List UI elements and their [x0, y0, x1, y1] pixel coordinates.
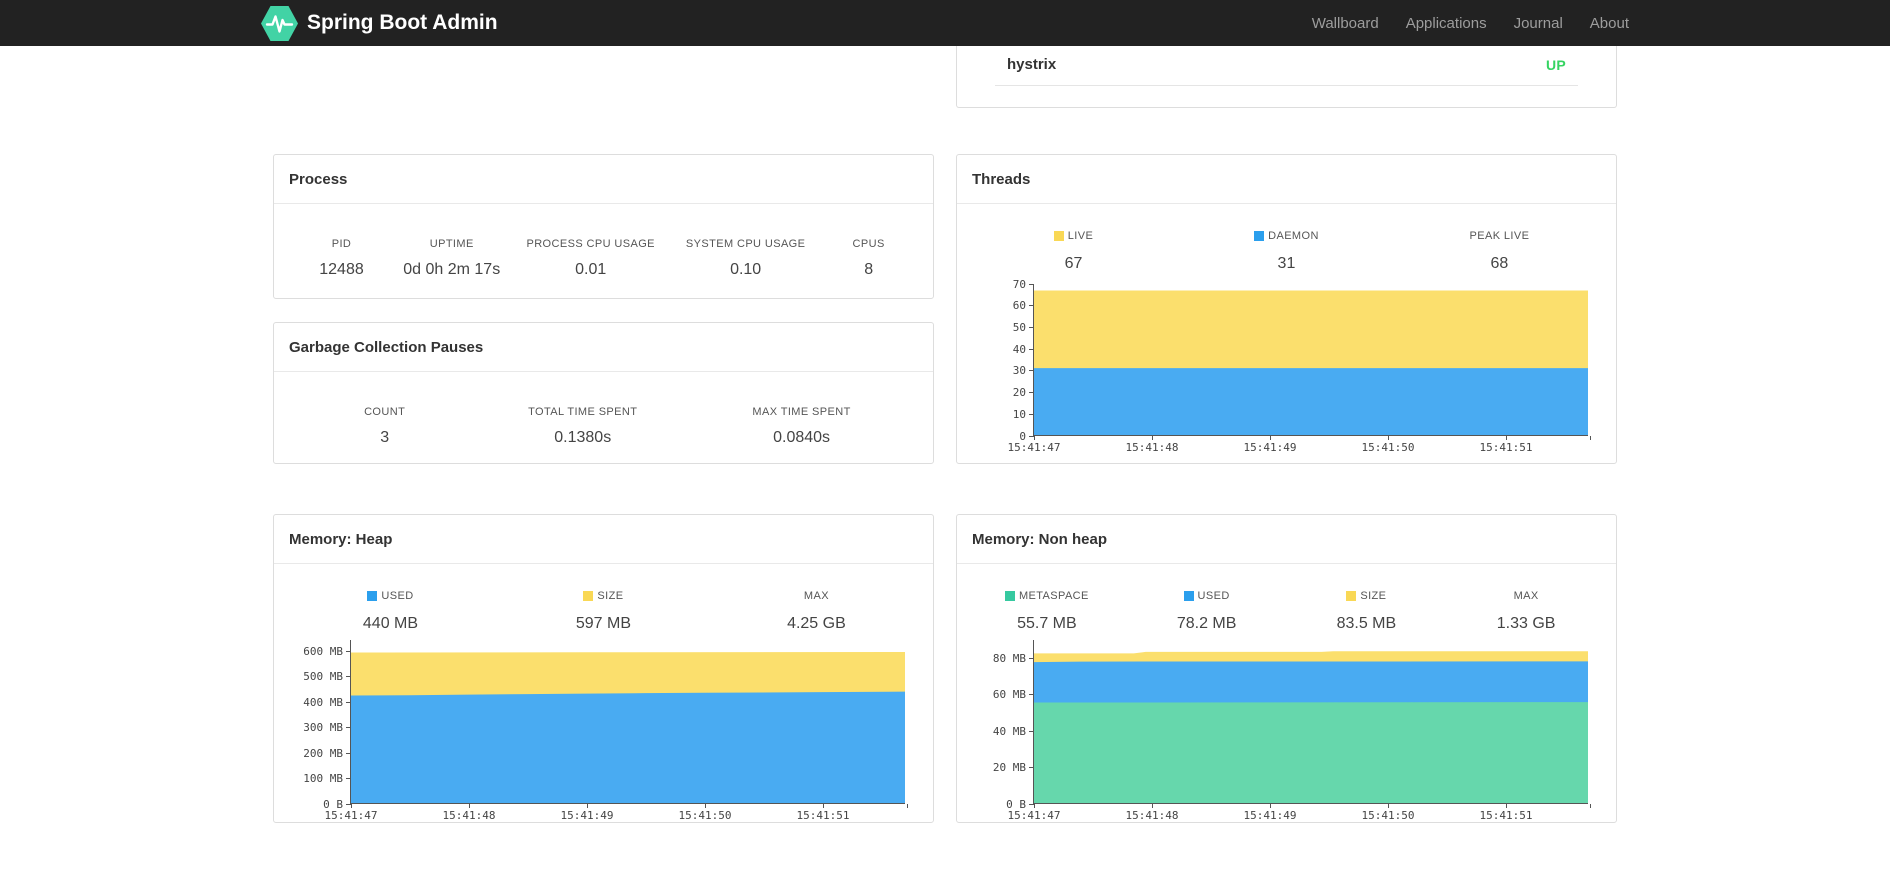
metric-system-cpu: SYSTEM CPU USAGE 0.10	[685, 238, 806, 278]
navbar: Spring Boot Admin Wallboard Applications…	[0, 0, 1890, 46]
brand-logo-icon	[261, 4, 298, 43]
daemon-swatch	[1254, 231, 1265, 241]
health-panel: hystrix UP	[956, 46, 1617, 108]
threads-panel: Threads LIVE 67 DAEMON	[956, 154, 1617, 464]
nonheap-used-swatch	[1183, 591, 1194, 601]
nav-link-wallboard[interactable]: Wallboard	[1311, 14, 1379, 32]
legend-nonheap-used: USED 78.2 MB	[1176, 590, 1237, 632]
memory-heap-legend: USED 440 MB SIZE 597 MB MAX 4.25 GB	[274, 564, 933, 633]
legend-heap-size: SIZE 597 MB	[575, 590, 632, 632]
status-badge: UP	[1545, 56, 1566, 73]
metric-gc-total-time: TOTAL TIME SPENT 0.1380s	[528, 406, 638, 446]
nav-links: Wallboard Applications Journal About	[1312, 15, 1629, 32]
gc-panel: Garbage Collection Pauses COUNT 3 TOTAL …	[273, 322, 934, 464]
legend-metaspace: METASPACE 55.7 MB	[967, 590, 1127, 633]
gc-panel-title: Garbage Collection Pauses	[289, 339, 484, 356]
legend-nonheap-max: MAX 1.33 GB	[1496, 590, 1556, 632]
live-swatch	[1053, 231, 1064, 241]
health-left-spacer	[273, 46, 934, 108]
main-content: hystrix UP Process PID 12488 UPTIME	[273, 46, 1617, 823]
nav-link-applications[interactable]: Applications	[1405, 14, 1487, 32]
process-panel-header: Process	[274, 155, 933, 204]
metric-gc-count: COUNT 3	[364, 406, 406, 446]
heap-size-swatch	[583, 591, 594, 601]
threads-panel-header: Threads	[957, 155, 1616, 204]
legend-peak-live: PEAK LIVE 68	[1469, 230, 1530, 272]
memory-nonheap-legend: METASPACE 55.7 MB USED 78.2 MB	[957, 564, 1616, 633]
memory-nonheap-panel: Memory: Non heap METASPACE 55.7 MB USED	[956, 514, 1617, 823]
heap-used-swatch	[367, 591, 378, 601]
nav-link-journal[interactable]: Journal	[1513, 14, 1563, 32]
threads-panel-title: Threads	[972, 171, 1031, 188]
memory-heap-panel-title: Memory: Heap	[289, 531, 393, 548]
row-process-threads: Process PID 12488 UPTIME 0d 0h 2m 17s PR…	[273, 154, 1617, 464]
metaspace-swatch	[1004, 591, 1015, 601]
memory-heap-panel-header: Memory: Heap	[274, 515, 933, 564]
metric-pid: PID 12488	[319, 238, 364, 278]
row-health: hystrix UP	[273, 46, 1617, 108]
gc-metrics: COUNT 3 TOTAL TIME SPENT 0.1380s MAX TIM…	[274, 372, 933, 447]
metric-cpus: CPUS 8	[852, 238, 885, 278]
health-indicator-name: hystrix	[1007, 56, 1057, 73]
memory-nonheap-panel-header: Memory: Non heap	[957, 515, 1616, 564]
memory-heap-chart: 0 B 100 MB 200 MB 300 MB 400 MB 500 MB 600 MB 1…	[303, 640, 908, 821]
process-panel: Process PID 12488 UPTIME 0d 0h 2m 17s PR…	[273, 154, 934, 299]
metric-gc-max-time: MAX TIME SPENT 0.0840s	[752, 406, 851, 446]
brand[interactable]: Spring Boot Admin	[261, 4, 498, 43]
health-row: hystrix UP	[995, 46, 1578, 86]
legend-nonheap-size: SIZE 83.5 MB	[1336, 590, 1397, 632]
legend-daemon: DAEMON 31	[1180, 230, 1393, 273]
metric-uptime: UPTIME 0d 0h 2m 17s	[403, 238, 501, 278]
legend-heap-used: USED 440 MB	[362, 590, 419, 632]
row-memory: Memory: Heap USED 440 MB SIZE	[273, 514, 1617, 823]
memory-nonheap-chart: 0 B 20 MB 40 MB 60 MB 80 MB 15:41:47 15:41:48 1…	[993, 640, 1591, 821]
nav-link-about[interactable]: About	[1589, 14, 1629, 32]
brand-title: Spring Boot Admin	[307, 11, 498, 34]
threads-chart: 0 10 20 30 40 50 60 70 15:41:47 15:41:48 15:41:49 1…	[1008, 279, 1591, 453]
memory-nonheap-panel-title: Memory: Non heap	[972, 531, 1108, 548]
process-metrics: PID 12488 UPTIME 0d 0h 2m 17s PROCESS CP…	[274, 204, 933, 279]
threads-legend: LIVE 67 DAEMON 31 PEAK LIVE 68	[957, 204, 1616, 273]
process-panel-title: Process	[289, 171, 348, 188]
gc-panel-header: Garbage Collection Pauses	[274, 323, 933, 372]
metric-process-cpu: PROCESS CPU USAGE 0.01	[526, 238, 655, 278]
legend-live: LIVE 67	[967, 230, 1180, 273]
legend-heap-max: MAX 4.25 GB	[787, 590, 846, 632]
nonheap-size-swatch	[1346, 591, 1357, 601]
memory-heap-panel: Memory: Heap USED 440 MB SIZE	[273, 514, 934, 823]
